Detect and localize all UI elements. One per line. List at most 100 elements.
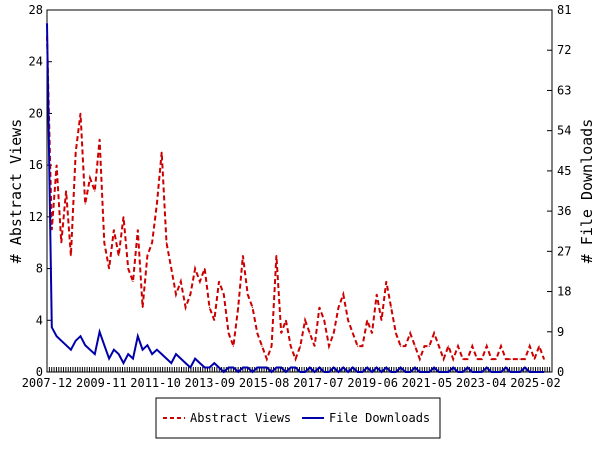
data-point (457, 345, 459, 347)
data-point (79, 335, 82, 337)
left-tick-label: 4 (36, 313, 43, 327)
data-point (213, 319, 215, 321)
data-point (237, 371, 239, 373)
data-point (242, 255, 244, 257)
data-point (533, 358, 536, 360)
data-point (137, 335, 139, 337)
series-layer (46, 22, 545, 374)
data-point (89, 349, 91, 351)
data-point (385, 366, 387, 369)
data-point (99, 138, 101, 140)
x-tick-label: 2025-02 (510, 376, 561, 390)
data-point (84, 203, 86, 205)
data-point (524, 358, 526, 360)
left-tick-label: 28 (29, 3, 43, 17)
data-point (65, 344, 67, 346)
data-point (161, 151, 163, 153)
data-point (409, 371, 411, 373)
data-point (404, 345, 406, 347)
data-point (271, 345, 273, 347)
data-point (228, 332, 230, 334)
data-point (357, 371, 359, 373)
data-point (194, 268, 196, 270)
data-point (380, 319, 383, 321)
data-point (180, 358, 182, 360)
data-point (385, 280, 387, 283)
data-point (400, 345, 402, 347)
data-point (366, 319, 368, 321)
right-tick-label: 27 (557, 244, 571, 258)
data-point (290, 345, 292, 347)
data-point (304, 371, 306, 373)
data-point (122, 362, 125, 364)
data-point (304, 319, 306, 321)
right-tick-label: 81 (557, 3, 571, 17)
data-point (180, 280, 182, 283)
data-point (337, 306, 340, 308)
data-point (361, 345, 363, 347)
legend-label-file-downloads: File Downloads (329, 411, 430, 425)
data-point (56, 164, 58, 166)
data-point (118, 255, 120, 257)
data-point (414, 366, 416, 369)
data-point (271, 371, 273, 373)
data-point (318, 366, 320, 369)
x-tick-label: 2023-04 (456, 376, 507, 390)
left-tick-label: 24 (29, 55, 43, 69)
right-tick-label: 36 (557, 204, 571, 218)
left-tick-label: 8 (36, 262, 43, 276)
data-point (84, 344, 86, 346)
data-point (419, 358, 421, 360)
x-tick-label: 2013-09 (185, 376, 236, 390)
data-point (509, 358, 512, 360)
x-tick-label: 2017-07 (293, 376, 344, 390)
legend-label-abstract-views: Abstract Views (190, 411, 291, 425)
data-point (170, 268, 172, 270)
data-point (194, 358, 196, 360)
data-point (495, 371, 497, 373)
data-point (309, 332, 311, 334)
data-point (328, 345, 330, 347)
data-point (204, 366, 206, 369)
data-point (323, 371, 325, 373)
data-point (185, 362, 187, 364)
data-point (199, 280, 201, 283)
data-point (70, 255, 72, 257)
data-point (476, 371, 478, 373)
data-point (108, 268, 110, 270)
data-point (438, 371, 440, 373)
data-point (366, 366, 368, 369)
data-point (94, 190, 96, 192)
data-point (400, 366, 402, 369)
right-tick-label: 54 (557, 124, 571, 138)
data-point (438, 345, 440, 347)
data-point (247, 366, 249, 369)
data-point (108, 358, 110, 360)
data-point (65, 190, 67, 192)
data-point (347, 319, 349, 321)
data-point (500, 371, 502, 373)
data-point (395, 371, 397, 373)
data-point (481, 358, 483, 360)
data-point (51, 326, 53, 328)
data-point (218, 280, 220, 283)
data-point (509, 371, 512, 373)
data-point (142, 306, 144, 308)
data-point (433, 332, 435, 334)
data-point (361, 371, 363, 373)
data-point (433, 366, 435, 369)
right-tick-label: 0 (557, 365, 564, 379)
data-point (342, 293, 344, 295)
data-point (443, 358, 445, 360)
data-point (56, 335, 58, 337)
data-point (156, 349, 158, 351)
data-point (543, 371, 545, 373)
data-point (146, 255, 148, 257)
left-tick-label: 20 (29, 106, 43, 120)
plot-area (46, 9, 553, 373)
data-point (175, 293, 177, 295)
data-point (409, 332, 411, 334)
data-point (471, 345, 473, 347)
left-axis-title: # Abstract Views (7, 119, 25, 264)
data-point (500, 345, 502, 347)
